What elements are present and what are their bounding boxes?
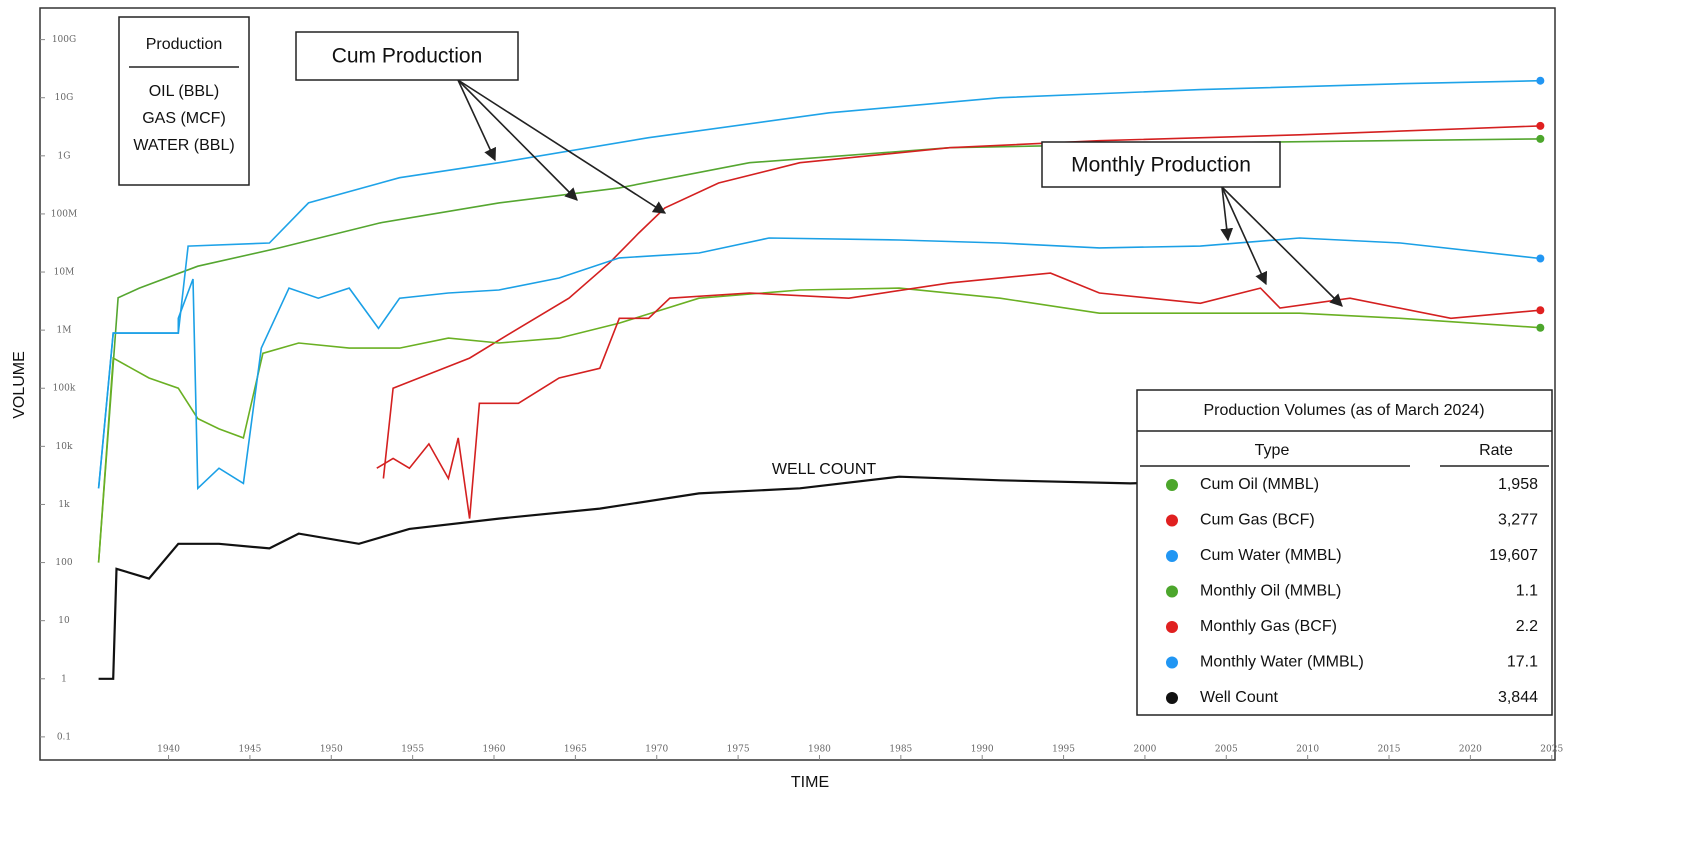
legend-item: WATER (BBL) xyxy=(133,137,234,154)
series-line xyxy=(98,469,1541,680)
table-type: Cum Oil (MMBL) xyxy=(1200,476,1319,493)
annotation: Monthly Production xyxy=(1071,154,1251,177)
y-tick-label: 10k xyxy=(56,442,73,452)
x-tick-label: 1975 xyxy=(727,745,750,755)
legend-item: GAS (MCF) xyxy=(142,110,226,127)
x-tick-label: 2015 xyxy=(1378,745,1401,755)
table-type: Well Count xyxy=(1200,689,1279,706)
annotation-box xyxy=(1041,141,1281,188)
table-header: Type xyxy=(1255,442,1290,459)
x-tick-label: 1970 xyxy=(645,745,668,755)
legend-item: OIL (BBL) xyxy=(149,83,220,100)
x-axis-label: TIME xyxy=(791,774,829,791)
x-tick-label: 1995 xyxy=(1052,745,1075,755)
table-header: Rate xyxy=(1479,442,1513,459)
table-rate: 1.1 xyxy=(1516,583,1538,600)
end-marker xyxy=(1536,323,1545,332)
y-tick-label: 10G xyxy=(55,93,74,103)
y-tick-label: 1M xyxy=(57,326,72,336)
series-line xyxy=(376,272,1541,519)
x-tick-label: 1940 xyxy=(157,745,180,755)
series-line xyxy=(97,237,1541,491)
x-tick-label: 1985 xyxy=(889,745,912,755)
y-tick-label: 10M xyxy=(54,268,75,278)
series-line xyxy=(97,79,1541,489)
y-tick-label: 100M xyxy=(51,209,77,219)
annotation: WELL COUNT xyxy=(772,461,877,478)
table-dot xyxy=(1166,479,1178,491)
table-dot xyxy=(1166,514,1178,527)
end-marker xyxy=(1536,306,1545,315)
x-tick-label: 1990 xyxy=(971,745,994,755)
x-tick-label: 1960 xyxy=(483,745,506,755)
table-rate: 3,277 xyxy=(1498,512,1538,529)
y-tick-label: 100 xyxy=(55,558,72,568)
y-tick-label: 1k xyxy=(58,500,70,510)
table-type: Monthly Water (MMBL) xyxy=(1200,654,1364,671)
x-tick-label: 2025 xyxy=(1540,745,1563,755)
y-tick-label: 0.1 xyxy=(57,732,71,742)
production-table: Production Volumes (as of March 2024) Ty… xyxy=(1136,389,1553,716)
end-marker xyxy=(1536,76,1545,85)
table-title: Production Volumes (as of March 2024) xyxy=(1203,402,1484,419)
marks: 0.1 1 10 100 1k 10k 100k 1M 10M 100M 1G 10G 100G 1940… xyxy=(40,35,1563,760)
table-dot xyxy=(1166,585,1178,598)
table-type: Cum Water (MMBL) xyxy=(1200,547,1342,564)
legend-title: Production xyxy=(146,36,223,53)
table-type: Cum Gas (BCF) xyxy=(1200,512,1315,529)
y-tick-label: 100k xyxy=(53,384,76,394)
x-tick-label: 1980 xyxy=(808,745,831,755)
y-tick-label: 100G xyxy=(52,35,76,45)
end-marker xyxy=(1536,254,1545,263)
x-tick-label: 1955 xyxy=(401,745,424,755)
series-line xyxy=(97,287,1541,563)
table-rate: 2.2 xyxy=(1516,618,1538,635)
arrows xyxy=(457,79,1343,307)
y-tick-label: 10 xyxy=(58,616,70,626)
y-tick-label: 1G xyxy=(58,151,71,161)
table-box xyxy=(1136,389,1553,716)
table-dot xyxy=(1166,550,1178,562)
table-dot xyxy=(1166,621,1178,633)
table-rate: 3,844 xyxy=(1498,689,1538,706)
x-tick-label: 2005 xyxy=(1215,745,1238,755)
table-type: Monthly Oil (MMBL) xyxy=(1200,583,1341,600)
table-type: Monthly Gas (BCF) xyxy=(1200,618,1337,635)
x-tick-label: 2020 xyxy=(1459,745,1482,755)
y-axis-label: VOLUME xyxy=(11,351,28,419)
table-rate: 17.1 xyxy=(1507,654,1538,671)
legend-box xyxy=(118,16,250,186)
y-tick-label: 1 xyxy=(61,674,67,684)
annotation-box xyxy=(295,31,519,81)
x-tick-label: 2000 xyxy=(1133,745,1156,755)
table-dot xyxy=(1166,656,1178,669)
annotation: Cum Production xyxy=(332,45,483,68)
x-tick-label: 1950 xyxy=(320,745,343,755)
x-tick-label: 2010 xyxy=(1296,745,1319,755)
table-dot xyxy=(1166,692,1178,704)
series-line xyxy=(97,138,1541,563)
end-marker xyxy=(1536,121,1545,130)
table-rate: 1,958 xyxy=(1498,476,1538,493)
end-marker xyxy=(1536,134,1545,143)
x-tick-label: 1945 xyxy=(238,745,261,755)
x-tick-label: 1965 xyxy=(564,745,587,755)
table-rate: 19,607 xyxy=(1489,547,1538,564)
